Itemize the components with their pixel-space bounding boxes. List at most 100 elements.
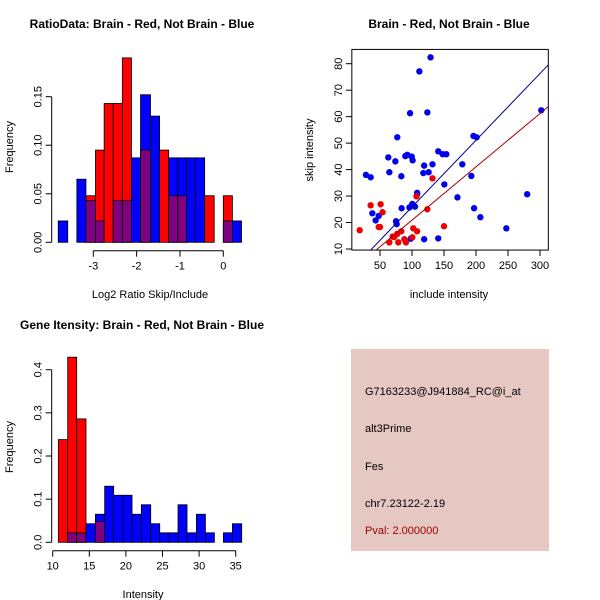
ratio-histogram-ylabel: Frequency (4, 121, 16, 173)
blue-histogram-bar (150, 523, 161, 543)
blue-scatter-point (362, 171, 370, 179)
y-tick-label: 0.00 (33, 232, 45, 253)
blue-histogram-bar (223, 532, 233, 543)
blue-histogram-bar (131, 157, 141, 243)
blue-histogram-bar (150, 115, 161, 243)
red-scatter-point (413, 193, 420, 200)
overlap-histogram-bar (168, 195, 179, 243)
scatter-title: Brain - Red, Not Brain - Blue (368, 17, 530, 31)
blue-scatter-point (425, 169, 432, 176)
y-tick-label: 0.10 (33, 135, 45, 156)
overlap-histogram-bar (67, 532, 78, 543)
red-histogram-bar (103, 103, 114, 243)
blue-histogram-bar (231, 220, 242, 243)
x-tick-label: 50 (374, 260, 386, 272)
x-tick-label: 200 (467, 260, 485, 272)
p-value: Pval: 2.000000 (365, 525, 439, 537)
probe-info-box: G7163233@J941884_RC@i_at alt3Prime Fes c… (351, 349, 549, 551)
blue-histogram-bar (186, 532, 197, 543)
blue-scatter-point (385, 154, 392, 161)
red-scatter-point (395, 239, 402, 246)
blue-histogram-bar (85, 523, 96, 543)
blue-histogram-bar (195, 513, 206, 543)
blue-histogram-bar (177, 504, 188, 543)
red-scatter-point (424, 206, 431, 213)
gene-name: Fes (365, 461, 384, 473)
y-tick-label: 60 (333, 111, 345, 123)
blue-histogram-bar (131, 513, 142, 543)
blue-histogram-bar (113, 494, 124, 543)
blue-histogram-bar (195, 157, 206, 243)
x-tick-label: -2 (132, 261, 142, 273)
blue-scatter-point (386, 169, 393, 176)
y-tick-label: 0.0 (33, 535, 45, 550)
x-tick-label: 25 (156, 561, 168, 573)
overlap-histogram-bar (121, 200, 132, 243)
blue-histogram-bar (186, 157, 196, 243)
ratio-histogram-title: RatioData: Brain - Red, Not Brain - Blue (30, 17, 255, 31)
red-scatter-point (413, 228, 421, 235)
scatter-plot-box (351, 48, 549, 251)
blue-histogram-bar (168, 532, 179, 543)
blue-scatter-point (392, 158, 399, 165)
red-scatter-point (376, 223, 384, 231)
red-scatter-point (386, 239, 393, 246)
blue-scatter-point (393, 220, 400, 228)
red-scatter-point (402, 239, 410, 246)
y-tick-label: 0.05 (33, 183, 45, 204)
x-tick-label: 100 (403, 260, 421, 272)
red-histogram-bar (76, 418, 87, 543)
blue-scatter-point (416, 68, 423, 75)
blue-scatter-point (398, 205, 405, 212)
event-type: alt3Prime (365, 423, 412, 435)
blue-scatter-point (406, 110, 414, 117)
blue-scatter-point (435, 235, 442, 242)
overlap-histogram-bar (140, 149, 151, 243)
red-scatter-point (379, 209, 386, 216)
genomic-location: chr7.23122-2.19 (365, 498, 446, 510)
x-tick-label: 20 (120, 561, 132, 573)
x-tick-label: 30 (193, 561, 205, 573)
overlap-histogram-bar (95, 220, 105, 243)
blue-scatter-point (398, 173, 405, 180)
blue-fit-line (369, 64, 549, 251)
red-fit-line (375, 105, 549, 251)
intensity-histogram-title: Gene Itensity: Brain - Red, Not Brain - … (20, 318, 264, 332)
x-tick-label: -1 (175, 261, 185, 273)
ratio-histogram-panel: RatioData: Brain - Red, Not Brain - Blue… (4, 17, 255, 301)
blue-scatter-point (420, 169, 427, 177)
blue-histogram-bar (204, 532, 215, 543)
blue-scatter-point (369, 210, 376, 217)
blue-scatter-point (470, 205, 478, 212)
blue-histogram-bar (57, 220, 69, 243)
red-scatter-point (409, 234, 416, 241)
blue-scatter-point (524, 191, 531, 198)
y-tick-label: 0.1 (33, 492, 45, 507)
x-tick-label: -3 (88, 261, 98, 273)
scatter-xlabel: include intensity (410, 289, 489, 301)
y-tick-label: 70 (333, 84, 345, 96)
x-tick-label: 15 (83, 561, 95, 573)
blue-scatter-point (394, 134, 401, 141)
blue-histogram-bar (232, 523, 243, 543)
overlap-histogram-bar (112, 200, 123, 243)
y-tick-label: 0.3 (33, 405, 45, 420)
blue-scatter-point (420, 162, 428, 169)
blue-scatter-point (420, 236, 428, 243)
y-tick-label: 0.15 (33, 86, 45, 107)
red-histogram-bar (57, 439, 69, 543)
red-scatter-point (398, 228, 405, 235)
overlap-histogram-bar (222, 220, 233, 243)
blue-scatter-point (441, 181, 448, 188)
blue-scatter-point (468, 172, 475, 180)
x-tick-label: 150 (435, 260, 453, 272)
blue-scatter-point (477, 214, 484, 221)
blue-scatter-point (372, 217, 379, 224)
blue-histogram-bar (76, 178, 87, 243)
blue-histogram-bar (104, 485, 115, 543)
red-scatter-point (356, 227, 363, 234)
y-tick-label: 30 (333, 190, 345, 202)
x-tick-label: 0 (220, 261, 226, 273)
